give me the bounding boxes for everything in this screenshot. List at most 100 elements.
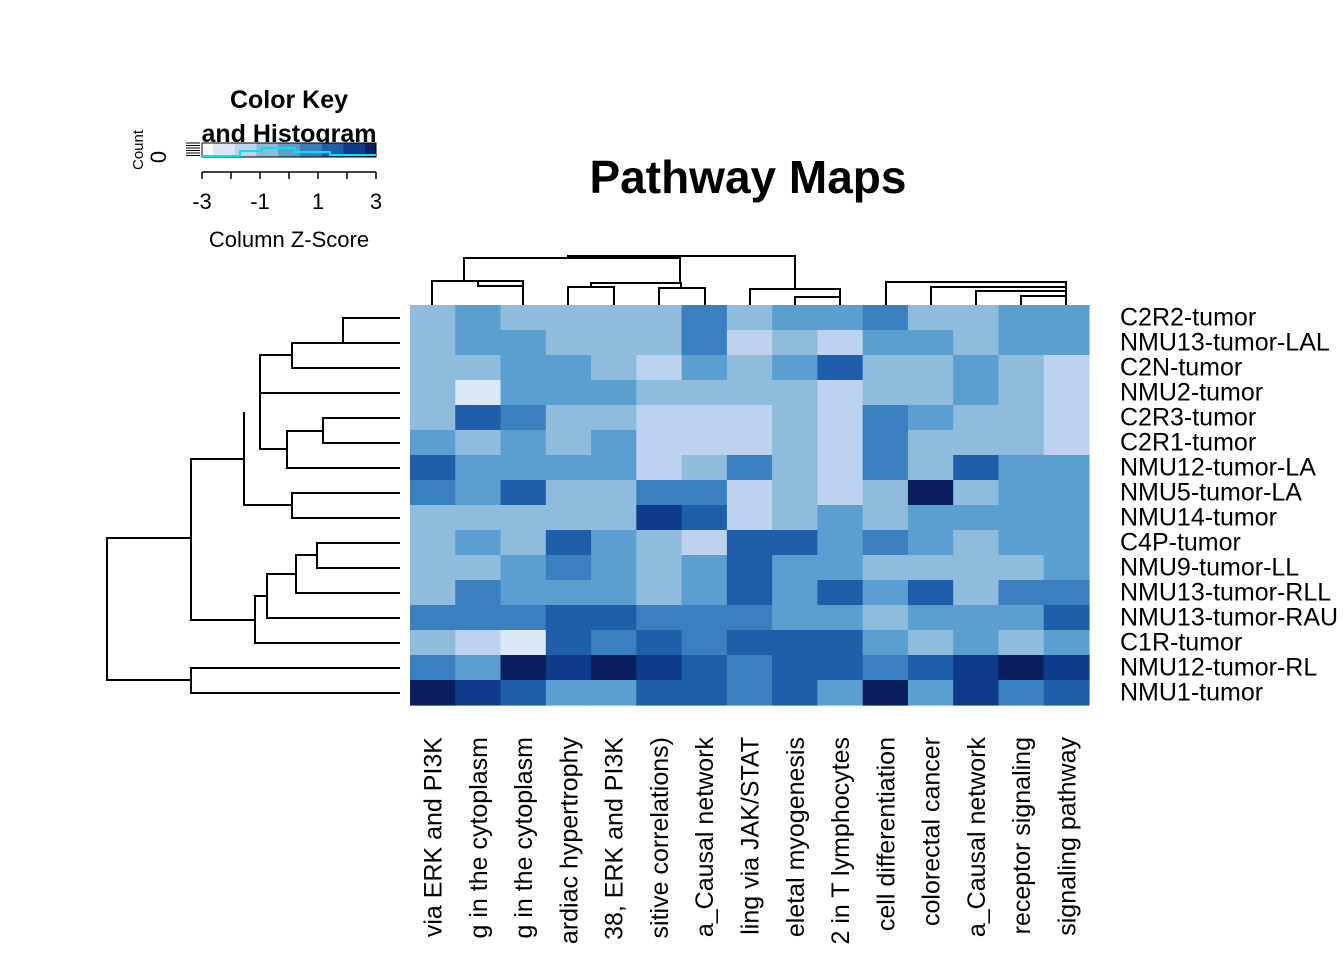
- heatmap-cell: [591, 480, 637, 506]
- heatmap-cell: [953, 330, 1000, 356]
- heatmap-cell: [726, 630, 773, 656]
- heatmap-cell: [410, 555, 456, 581]
- heatmap-cell: [591, 655, 637, 681]
- heatmap-cell: [1043, 380, 1090, 406]
- heatmap-cell: [998, 555, 1045, 581]
- row-label: NMU13-tumor-RLL: [1120, 579, 1331, 607]
- color-key-title-line1: Color Key: [230, 86, 348, 114]
- heatmap-cell: [907, 480, 954, 506]
- heatmap-cell: [681, 455, 728, 481]
- heatmap-cell: [726, 330, 773, 356]
- heatmap-cell: [772, 455, 818, 481]
- heatmap-cell: [591, 605, 637, 631]
- heatmap-cell: [636, 555, 683, 581]
- heatmap-cell: [1043, 355, 1090, 381]
- row-label: NMU9-tumor-LL: [1120, 554, 1299, 582]
- heatmap-cell: [410, 605, 456, 631]
- heatmap-cell: [545, 630, 592, 656]
- column-label: a_Causal network: [963, 737, 991, 938]
- heatmap-cell: [953, 430, 1000, 456]
- heatmap-cell: [998, 605, 1045, 631]
- heatmap-cell: [998, 680, 1045, 706]
- heatmap-cell: [410, 380, 456, 406]
- heatmap-cell: [455, 380, 502, 406]
- heatmap-cell: [817, 530, 864, 556]
- heatmap-cell: [817, 630, 864, 656]
- dendrogram-branch: [254, 595, 400, 644]
- heatmap-cell: [636, 630, 683, 656]
- heatmap-cell: [681, 330, 728, 356]
- heatmap-cell: [772, 555, 818, 581]
- heatmap-cell: [726, 455, 773, 481]
- heatmap-cell: [636, 405, 683, 431]
- heatmap-cell: [591, 330, 637, 356]
- dendrogram-branch: [259, 374, 287, 450]
- column-label: 38, ERK and PI3K: [601, 737, 629, 940]
- heatmap-cell: [1043, 455, 1090, 481]
- heatmap-cell: [726, 305, 773, 331]
- heatmap-cell: [862, 355, 909, 381]
- heatmap-cell: [726, 355, 773, 381]
- dendrogram-branch: [295, 554, 400, 594]
- heatmap-cell: [591, 455, 637, 481]
- color-key-swatch: [332, 143, 344, 157]
- heatmap-cell: [907, 305, 954, 331]
- heatmap-cell: [455, 480, 502, 506]
- heatmap-cell: [636, 455, 683, 481]
- heatmap-cell: [1043, 480, 1090, 506]
- row-label: NMU14-tumor: [1120, 504, 1277, 532]
- heatmap-cell: [998, 355, 1045, 381]
- heatmap-cell: [455, 630, 502, 656]
- heatmap-cell: [545, 580, 592, 606]
- heatmap-cell: [455, 330, 502, 356]
- heatmap-cell: [1043, 505, 1090, 531]
- dendrogram-branch: [567, 255, 796, 289]
- heatmap-cell: [817, 405, 864, 431]
- color-key-swatch: [278, 143, 290, 157]
- heatmap-cell: [817, 480, 864, 506]
- heatmap-cell: [907, 680, 954, 706]
- heatmap-cell: [455, 655, 502, 681]
- heatmap-cell: [907, 555, 954, 581]
- heatmap-cell: [772, 430, 818, 456]
- heatmap-cell: [817, 455, 864, 481]
- heatmap-cell: [772, 530, 818, 556]
- heatmap-cell: [953, 405, 1000, 431]
- column-label: colorectal cancer: [918, 737, 946, 926]
- column-label: ling via JAK/STAT: [737, 737, 765, 935]
- heatmap-cell: [681, 480, 728, 506]
- heatmap-cell: [907, 380, 954, 406]
- heatmap-cell: [455, 305, 502, 331]
- heatmap-cell: [726, 505, 773, 531]
- heatmap-cell: [545, 305, 592, 331]
- heatmap-cell: [998, 530, 1045, 556]
- heatmap-cell: [998, 305, 1045, 331]
- heatmap-cell: [953, 555, 1000, 581]
- row-labels: C2R2-tumorNMU13-tumor-LALC2N-tumorNMU2-t…: [1120, 304, 1338, 707]
- heatmap-cell: [862, 680, 909, 706]
- column-labels: via ERK and PI3K g in the cytoplasm g in t…: [420, 737, 1082, 945]
- heatmap-cell: [953, 505, 1000, 531]
- heatmap-cell: [591, 580, 637, 606]
- color-key-tick-label: 3: [370, 189, 382, 214]
- heatmap-cell: [1043, 630, 1090, 656]
- heatmap-cell: [591, 430, 637, 456]
- heatmap-cell: [1043, 605, 1090, 631]
- color-key-tick-label: -1: [250, 189, 270, 214]
- color-key-tick-label: -3: [192, 189, 212, 214]
- heatmap-cell: [410, 480, 456, 506]
- heatmap-cell: [953, 355, 1000, 381]
- dendrogram-branch: [243, 412, 292, 506]
- dendrogram-branch: [477, 281, 524, 305]
- heatmap-cell: [726, 605, 773, 631]
- dendrogram-branch: [463, 257, 681, 283]
- dendrogram-branch: [316, 542, 400, 569]
- heatmap-cell: [545, 655, 592, 681]
- heatmap-cell: [907, 630, 954, 656]
- row-label: NMU12-tumor-LA: [1120, 454, 1316, 482]
- heatmap-cell: [636, 505, 683, 531]
- heatmap-cell: [953, 380, 1000, 406]
- heatmap-cell: [681, 530, 728, 556]
- heatmap-cell: [862, 655, 909, 681]
